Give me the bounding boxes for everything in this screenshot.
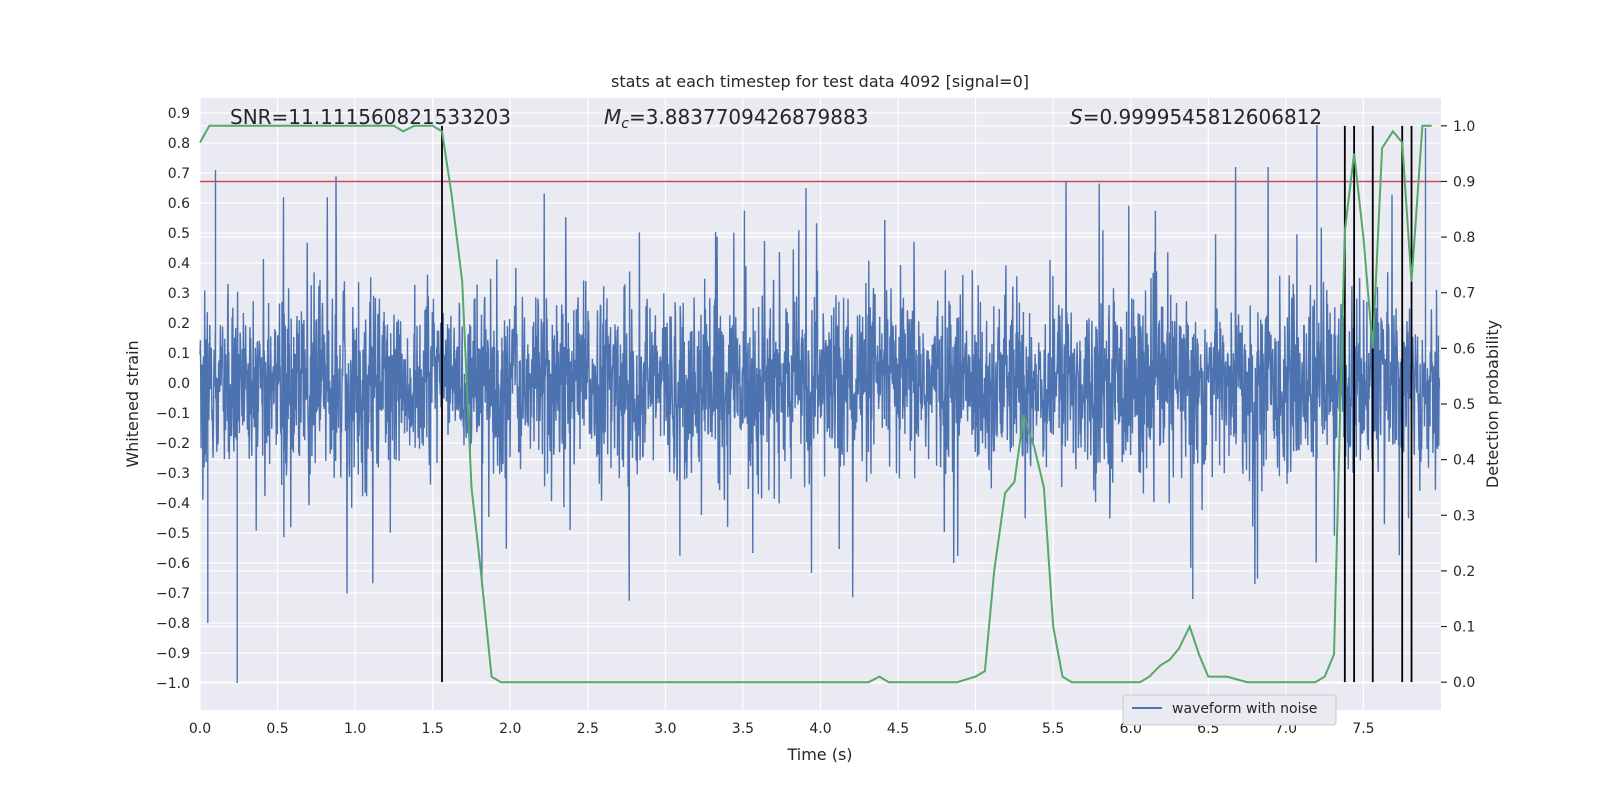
waveform-path (199, 125, 1441, 683)
x-tick-label: 0.0 (189, 721, 211, 737)
waveform-series (199, 125, 1441, 683)
chart-title: stats at each timestep for test data 409… (611, 72, 1029, 91)
y-right-tick-label: 0.4 (1453, 453, 1475, 469)
right-y-axis-ticks: 1.0 0.9 0.8 0.7 0.6 0.5 0.4 0.3 0.2 0.1 0.0 (1441, 119, 1475, 691)
y-left-tick-label: 0.7 (168, 166, 190, 182)
y-right-tick-label: 0.3 (1453, 508, 1475, 524)
x-tick-label: 3.5 (732, 721, 754, 737)
y-left-tick-label: −0.8 (156, 616, 190, 632)
x-tick-label: 1.0 (344, 721, 366, 737)
x-axis-label: Time (s) (786, 745, 852, 764)
detection-probability-line (199, 124, 1432, 684)
legend: waveform with noise (1122, 694, 1337, 726)
left-y-axis-ticks: 0.9 0.8 0.7 0.6 0.5 0.4 0.3 0.2 0.1 0.0 −0.1 −0.2 −0… (156, 106, 190, 692)
y-left-tick-label: −0.2 (156, 436, 190, 452)
y-left-tick-label: 0.0 (168, 376, 190, 392)
y-left-tick-label: 0.3 (168, 286, 190, 302)
x-tick-label: 2.0 (499, 721, 521, 737)
y-right-tick-label: 0.8 (1453, 230, 1475, 246)
significance-annotation: S=0.9999545812606812 (1070, 105, 1322, 129)
y-left-tick-label: −0.7 (156, 586, 190, 602)
y-right-tick-label: 0.0 (1453, 675, 1475, 691)
significance-symbol: S (1070, 105, 1083, 129)
x-tick-label: 4.0 (809, 721, 831, 737)
x-tick-label: 1.5 (422, 721, 444, 737)
x-tick-label: 3.0 (654, 721, 676, 737)
x-tick-label: 5.0 (964, 721, 986, 737)
snr-annotation: SNR=11.111560821533203 (230, 105, 511, 129)
y-left-tick-label: −0.3 (156, 466, 190, 482)
x-tick-label: 4.5 (887, 721, 909, 737)
y-left-tick-label: 0.8 (168, 136, 190, 152)
y-right-tick-label: 0.5 (1453, 397, 1475, 413)
y-left-tick-label: −0.1 (156, 406, 190, 422)
y-left-tick-label: −0.4 (156, 496, 190, 512)
chirp-mass-symbol: M (604, 105, 621, 129)
y-left-tick-label: 0.9 (168, 106, 190, 122)
y-left-tick-label: 0.2 (168, 316, 190, 332)
chirp-mass-annotation: Mc=3.8837709426879883 (604, 105, 868, 132)
y-right-tick-label: 0.6 (1453, 341, 1475, 357)
chirp-mass-subscript: c (621, 116, 629, 132)
x-tick-label: 2.5 (577, 721, 599, 737)
y-left-tick-label: −0.5 (156, 526, 190, 542)
y-left-tick-label: −1.0 (156, 676, 190, 692)
y-left-tick-label: 0.6 (168, 196, 190, 212)
chirp-mass-value: =3.8837709426879883 (629, 105, 868, 129)
y-right-tick-label: 1.0 (1453, 119, 1475, 135)
legend-entry-waveform: waveform with noise (1172, 701, 1317, 717)
y-right-tick-label: 0.9 (1453, 174, 1475, 190)
y-left-tick-label: −0.9 (156, 646, 190, 662)
y-right-tick-label: 0.7 (1453, 286, 1475, 302)
significance-value: =0.9999545812606812 (1083, 105, 1322, 129)
x-tick-label: 5.5 (1042, 721, 1064, 737)
legend-box (1122, 694, 1337, 726)
vertical-marker-lines (441, 125, 1413, 683)
left-y-axis-label: Whitened strain (123, 340, 142, 467)
y-left-tick-label: −0.6 (156, 556, 190, 572)
right-y-axis-label: Detection probability (1483, 320, 1502, 488)
y-right-tick-label: 0.1 (1453, 620, 1475, 636)
y-left-tick-label: 0.5 (168, 226, 190, 242)
y-left-tick-label: 0.4 (168, 256, 190, 272)
y-right-tick-label: 0.2 (1453, 564, 1475, 580)
y-left-tick-label: 0.1 (168, 346, 190, 362)
x-tick-label: 7.5 (1352, 721, 1374, 737)
x-tick-label: 0.5 (266, 721, 288, 737)
